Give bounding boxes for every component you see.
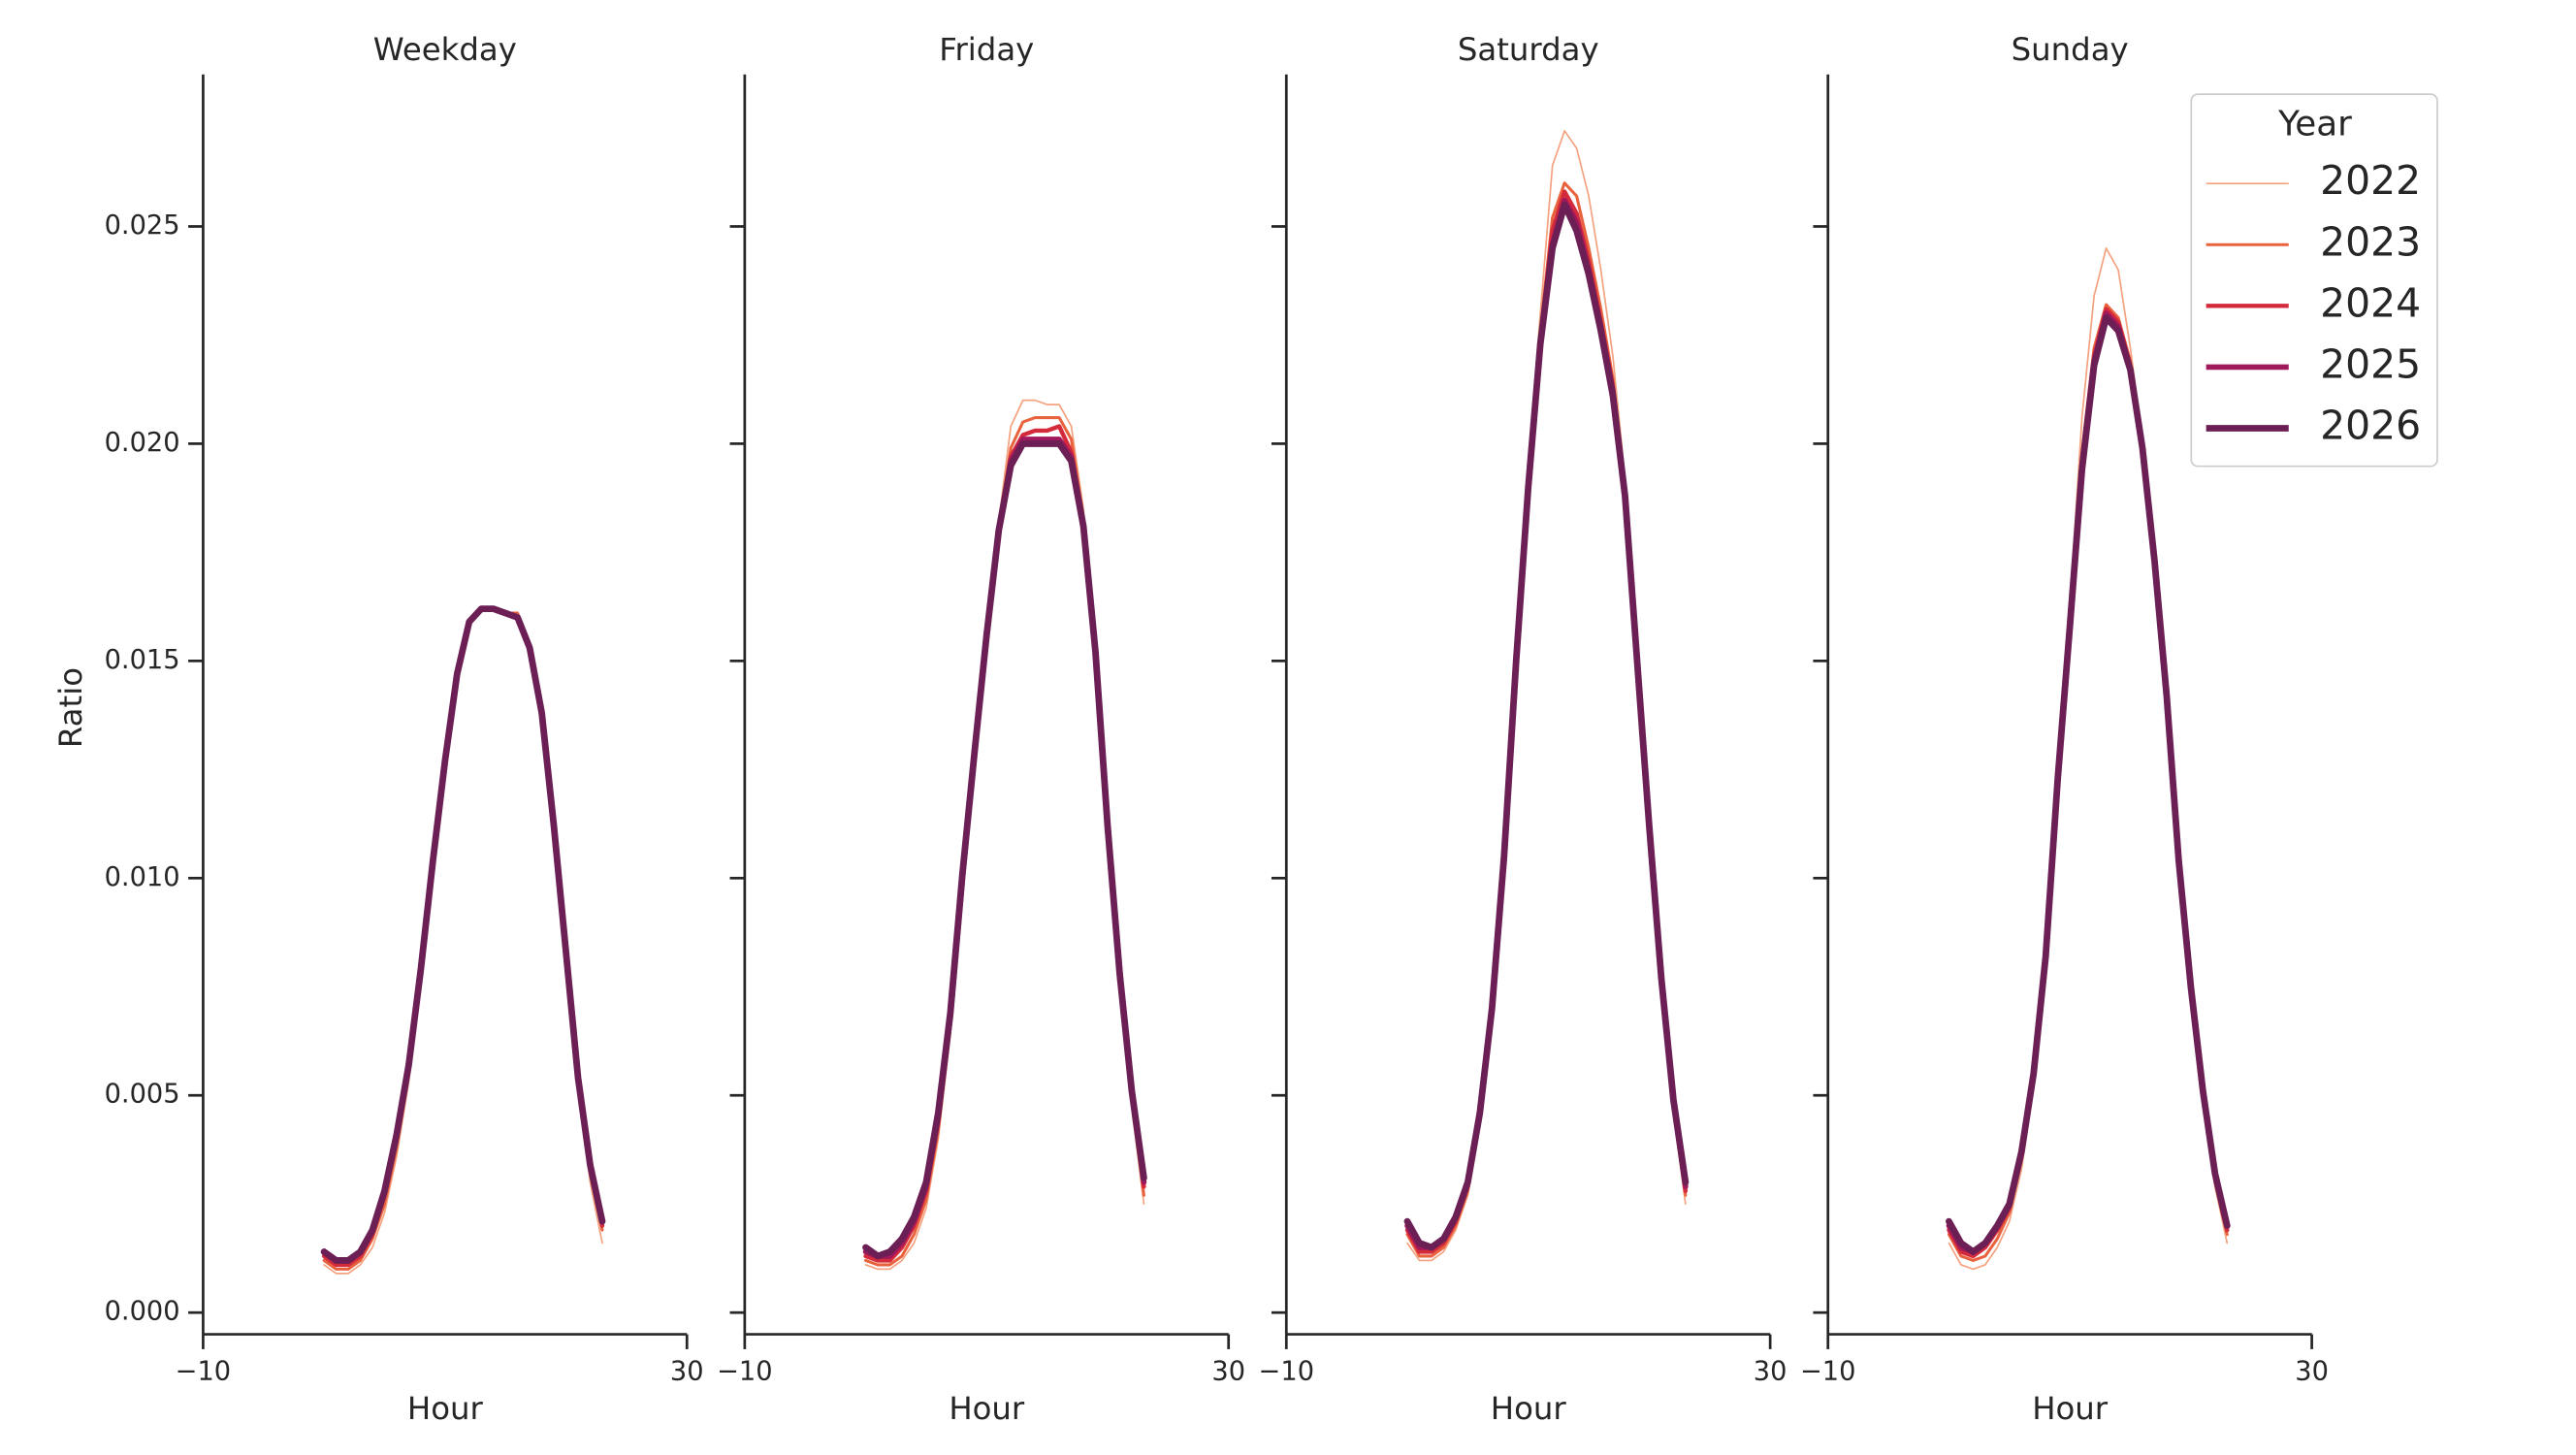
legend-title: Year: [2277, 105, 2352, 145]
x-axis-label: Hour: [407, 1390, 484, 1427]
line-series: [322, 607, 604, 1271]
y-tick-label: 0.010: [105, 862, 180, 892]
line-series: [321, 606, 605, 1268]
panel-title: Friday: [939, 31, 1034, 68]
legend-label: 2026: [2320, 402, 2421, 448]
x-axis-label: Hour: [949, 1390, 1025, 1427]
line-series: [1947, 307, 2230, 1259]
y-tick-label: 0.005: [105, 1080, 180, 1110]
x-tick-label: 30: [670, 1356, 704, 1386]
legend-box: [2190, 93, 2438, 468]
x-axis-label: Hour: [1491, 1390, 1567, 1427]
line-series: [1946, 310, 2231, 1255]
y-tick-label: 0.000: [105, 1297, 180, 1327]
line-series: [323, 607, 603, 1275]
line-series: [862, 439, 1147, 1260]
line-series: [863, 424, 1146, 1263]
x-tick-label: −10: [176, 1356, 231, 1386]
line-series: [864, 415, 1145, 1267]
line-series: [321, 605, 605, 1264]
x-tick-label: −10: [1259, 1356, 1314, 1386]
line-series: [1946, 314, 2231, 1255]
x-tick-label: 30: [2295, 1356, 2329, 1386]
panel-title: Weekday: [373, 31, 517, 68]
legend-label: 2025: [2320, 340, 2421, 387]
x-tick-label: 30: [1211, 1356, 1245, 1386]
panel-title: Sunday: [2012, 31, 2129, 68]
legend-label: 2024: [2320, 279, 2421, 326]
y-tick-label: 0.020: [105, 428, 180, 458]
line-series: [1403, 201, 1690, 1251]
line-series: [864, 399, 1145, 1271]
legend-label: 2023: [2320, 218, 2421, 265]
line-series: [1947, 303, 2229, 1262]
x-tick-label: 30: [1754, 1356, 1787, 1386]
legend-label: 2022: [2320, 157, 2421, 204]
line-series: [320, 605, 606, 1264]
panel-title: Saturday: [1458, 31, 1599, 68]
x-tick-label: −10: [717, 1356, 772, 1386]
x-tick-label: −10: [1800, 1356, 1855, 1386]
line-series: [862, 436, 1147, 1259]
y-tick-label: 0.025: [105, 210, 180, 241]
y-axis-label: Ratio: [52, 667, 89, 748]
x-axis-label: Hour: [2032, 1390, 2109, 1427]
y-tick-label: 0.015: [105, 645, 180, 675]
